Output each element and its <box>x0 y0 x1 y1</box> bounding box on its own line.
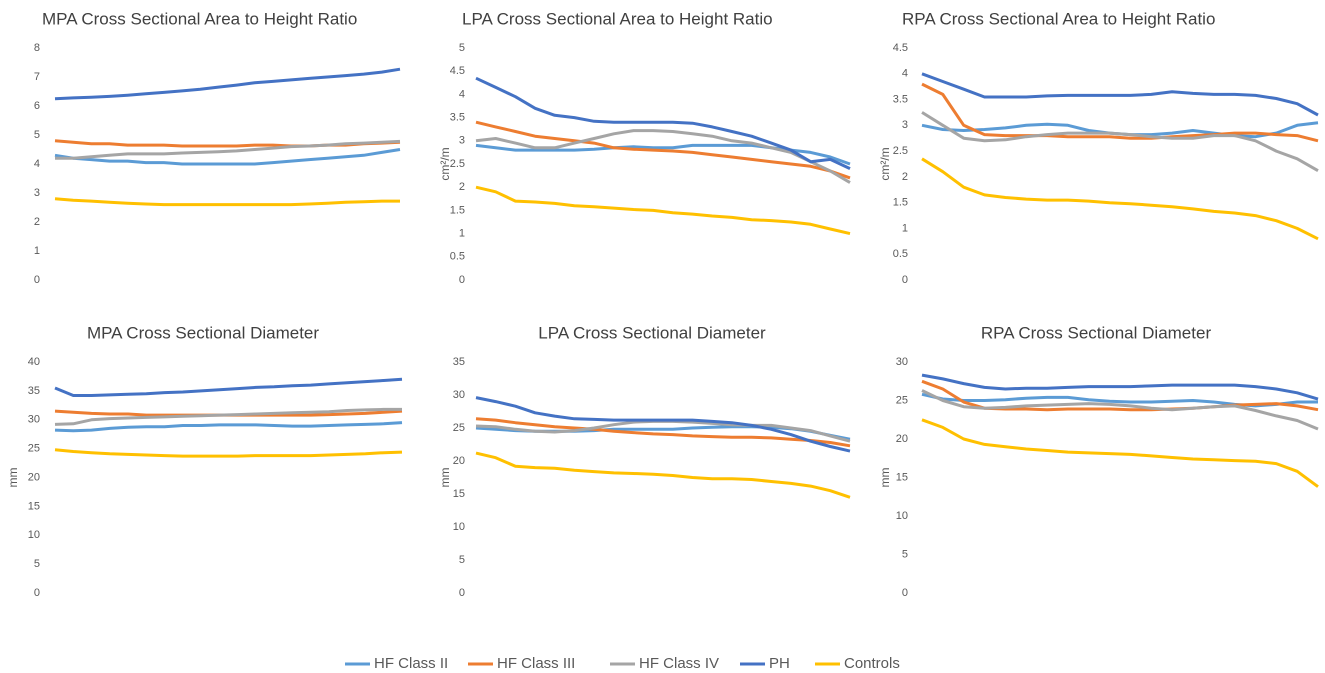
y-tick-label: 25 <box>896 394 908 406</box>
y-tick-label: 0 <box>34 274 40 286</box>
y-tick-label: 0 <box>459 274 465 286</box>
series-line <box>55 139 401 160</box>
y-tick-label: 5 <box>34 129 40 141</box>
y-tick-label: 20 <box>28 471 40 483</box>
y-tick-label: 3 <box>902 119 908 131</box>
y-tick-label: 2 <box>902 171 908 183</box>
y-tick-label: 4 <box>902 68 908 80</box>
y-tick-label: 0 <box>902 274 908 286</box>
y-tick-label: 6 <box>34 100 40 112</box>
chart-title: MPA Cross Sectional Diameter <box>87 323 319 342</box>
y-tick-label: 4 <box>459 88 465 100</box>
y-tick-label: 20 <box>453 455 465 467</box>
y-axis-label: cm²/m <box>878 147 892 180</box>
chart-title: MPA Cross Sectional Area to Height Ratio <box>42 9 357 28</box>
y-tick-label: 15 <box>896 471 908 483</box>
legend-label: HF Class IV <box>639 655 719 672</box>
y-tick-label: 30 <box>896 356 908 368</box>
series-line <box>921 418 1319 488</box>
y-tick-label: 3.5 <box>893 93 908 105</box>
y-tick-label: 3 <box>459 135 465 147</box>
legend-label: HF Class II <box>374 655 448 672</box>
y-axis-label: mm <box>438 468 452 488</box>
y-tick-label: 1.5 <box>893 197 908 209</box>
y-tick-label: 35 <box>28 385 40 397</box>
y-tick-label: 3 <box>34 187 40 199</box>
y-tick-label: 1.5 <box>450 204 465 216</box>
y-tick-label: 1 <box>902 222 908 234</box>
series-line <box>475 185 851 236</box>
y-tick-label: 25 <box>28 443 40 455</box>
y-tick-label: 0 <box>34 587 40 599</box>
y-tick-label: 1 <box>34 245 40 257</box>
series-line <box>54 67 401 101</box>
series-line <box>54 197 400 207</box>
y-axis-label: mm <box>6 468 20 488</box>
y-tick-label: 4.5 <box>450 65 465 77</box>
chart-title: LPA Cross Sectional Area to Height Ratio <box>462 9 773 28</box>
y-tick-label: 4.5 <box>893 42 908 54</box>
y-tick-label: 0 <box>459 587 465 599</box>
y-tick-label: 5 <box>34 558 40 570</box>
y-tick-label: 0.5 <box>450 251 465 263</box>
series-line <box>54 407 402 426</box>
legend-label: Controls <box>844 655 900 672</box>
y-tick-label: 7 <box>34 71 40 83</box>
series-line <box>54 421 403 433</box>
series-line <box>475 76 851 170</box>
y-axis-label: cm²/m <box>438 147 452 180</box>
legend-label: PH <box>769 655 790 672</box>
y-tick-label: 5 <box>459 554 465 566</box>
y-tick-label: 5 <box>902 548 908 560</box>
y-tick-label: 3.5 <box>450 112 465 124</box>
series-line <box>475 129 851 184</box>
chart-title: LPA Cross Sectional Diameter <box>538 323 766 342</box>
chart-title: RPA Cross Sectional Diameter <box>981 323 1212 342</box>
y-tick-label: 2 <box>34 216 40 228</box>
y-tick-label: 2.5 <box>893 145 908 157</box>
y-tick-label: 35 <box>453 356 465 368</box>
y-tick-label: 10 <box>453 521 465 533</box>
y-tick-label: 10 <box>896 510 908 522</box>
series-line <box>921 82 1319 143</box>
series-line <box>475 120 851 180</box>
series-line <box>921 72 1319 117</box>
y-tick-label: 25 <box>453 422 465 434</box>
legend-label: HF Class III <box>497 655 575 672</box>
y-tick-label: 15 <box>453 488 465 500</box>
y-tick-label: 40 <box>28 356 40 368</box>
y-tick-label: 0.5 <box>893 248 908 260</box>
chart-title: RPA Cross Sectional Area to Height Ratio <box>902 9 1215 28</box>
y-tick-label: 5 <box>459 42 465 54</box>
y-tick-label: 0 <box>902 587 908 599</box>
y-tick-label: 2.5 <box>450 158 465 170</box>
y-tick-label: 30 <box>28 414 40 426</box>
series-line <box>54 377 403 397</box>
series-line <box>475 417 851 448</box>
series-line <box>921 157 1319 241</box>
y-tick-label: 20 <box>896 433 908 445</box>
series-line <box>475 451 851 499</box>
series-line <box>921 373 1319 401</box>
y-tick-label: 2 <box>459 181 465 193</box>
series-line <box>54 148 401 166</box>
series-line <box>921 111 1319 173</box>
y-tick-label: 30 <box>453 389 465 401</box>
series-line <box>921 389 1319 431</box>
y-tick-label: 4 <box>34 158 40 170</box>
series-line <box>475 396 851 453</box>
y-tick-label: 15 <box>28 500 40 512</box>
y-tick-label: 1 <box>459 228 465 240</box>
series-line <box>54 448 403 458</box>
y-tick-label: 10 <box>28 529 40 541</box>
y-axis-label: mm <box>878 468 892 488</box>
y-tick-label: 8 <box>34 42 40 54</box>
